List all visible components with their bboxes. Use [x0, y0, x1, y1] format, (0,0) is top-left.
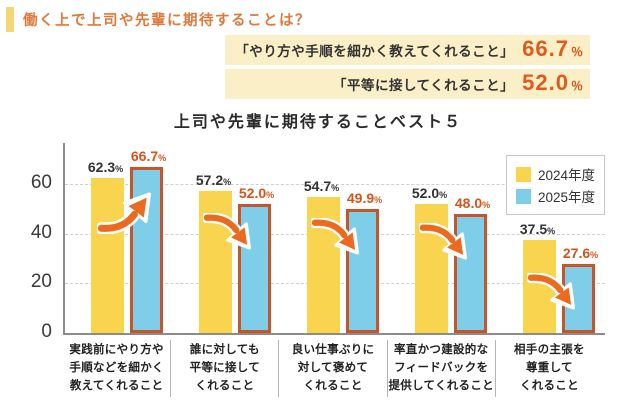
- callout-line-2: 「平等に接してくれること」 52.0 ％: [225, 69, 590, 99]
- value-label-2025: 52.0%: [238, 184, 275, 201]
- value-label-2025: 48.0%: [454, 194, 491, 211]
- y-axis-tick-label: 20: [30, 271, 52, 293]
- bar-2025: [454, 213, 487, 333]
- value-label-2024: 57.2%: [195, 171, 232, 188]
- callout-value: 52.0: [522, 70, 569, 95]
- value-label-2024: 54.7%: [303, 178, 340, 195]
- value-label-2024: 52.0%: [411, 184, 448, 201]
- page-header: 働く上で上司や先輩に期待することは？: [6, 7, 311, 32]
- header-accent-bar: [6, 7, 14, 32]
- category-label: 実践前にやり方や 手順などを細かく 教えてくれること: [69, 344, 164, 392]
- value-label-2025: 49.9%: [346, 190, 383, 207]
- trend-down-arrow-icon: [201, 212, 251, 260]
- plot-area: 62.3% 66.7% 57.2% 52.0% 54.7% 49.9% 52.0% 48.0%…: [63, 143, 605, 335]
- bar-2024: [91, 178, 124, 333]
- category-label: 相手の主張を 尊重して くれること: [494, 340, 603, 398]
- bar-group: 57.2% 52.0%: [173, 143, 281, 333]
- trend-down-arrow-icon: [309, 217, 359, 265]
- y-axis-tick-label: 40: [30, 221, 52, 243]
- y-axis-tick-label: 0: [41, 321, 52, 342]
- bar-group: 54.7% 49.9%: [281, 143, 389, 333]
- bar-group: 37.5% 27.6%: [497, 143, 605, 333]
- callout-value: 66.7: [522, 36, 569, 61]
- value-label-2024: 37.5%: [519, 220, 556, 237]
- callout-percent-sign: ％: [570, 79, 583, 93]
- category-label: 良い仕事ぶりに 対して褒めて くれること: [278, 340, 386, 398]
- category-label: 誰に対しても 平等に接して くれること: [170, 340, 278, 398]
- callout-line-1: 「やり方や手順を細かく教えてくれること」 66.7 ％: [225, 35, 590, 65]
- legend-swatch-icon: [516, 166, 531, 182]
- chart-legend: 2024年度 2025年度: [506, 155, 606, 215]
- category-label: 率直かつ建設的な フィードバックを 提供してくれること: [386, 340, 495, 398]
- callout-label: 「平等に接してくれること」: [332, 78, 515, 93]
- key-findings: 「やり方や手順を細かく教えてくれること」 66.7 ％ 「平等に接してくれること…: [225, 35, 590, 103]
- callout-label: 「やり方や手順を細かく教えてくれること」: [235, 44, 515, 59]
- value-label-2025: 66.7%: [130, 148, 167, 165]
- page-title: 働く上で上司や先輩に期待することは？: [23, 13, 311, 29]
- value-label-2025: 27.6%: [562, 245, 599, 262]
- trend-down-arrow-icon: [417, 222, 467, 270]
- legend-item: 2025年度: [516, 186, 595, 206]
- trend-up-arrow-icon: [95, 186, 151, 239]
- value-label-2024: 62.3%: [87, 159, 124, 176]
- category-labels: 実践前にやり方や 手順などを細かく 教えてくれること 誰に対しても 平等に接して くれるこ…: [63, 340, 603, 398]
- bar-group: 52.0% 48.0%: [389, 143, 497, 333]
- callout-percent-sign: ％: [570, 45, 583, 59]
- legend-label: 2025年度: [538, 190, 596, 205]
- legend-label: 2024年度: [538, 168, 596, 183]
- trend-down-arrow-icon: [525, 272, 575, 320]
- gridline: [65, 184, 605, 185]
- legend-item: 2024年度: [516, 164, 595, 184]
- y-axis-tick-label: 60: [30, 172, 52, 193]
- bar-group: 62.3% 66.7%: [65, 143, 173, 333]
- chart-title: 上司や先輩に期待することベスト５: [173, 114, 463, 131]
- legend-swatch-icon: [516, 188, 531, 204]
